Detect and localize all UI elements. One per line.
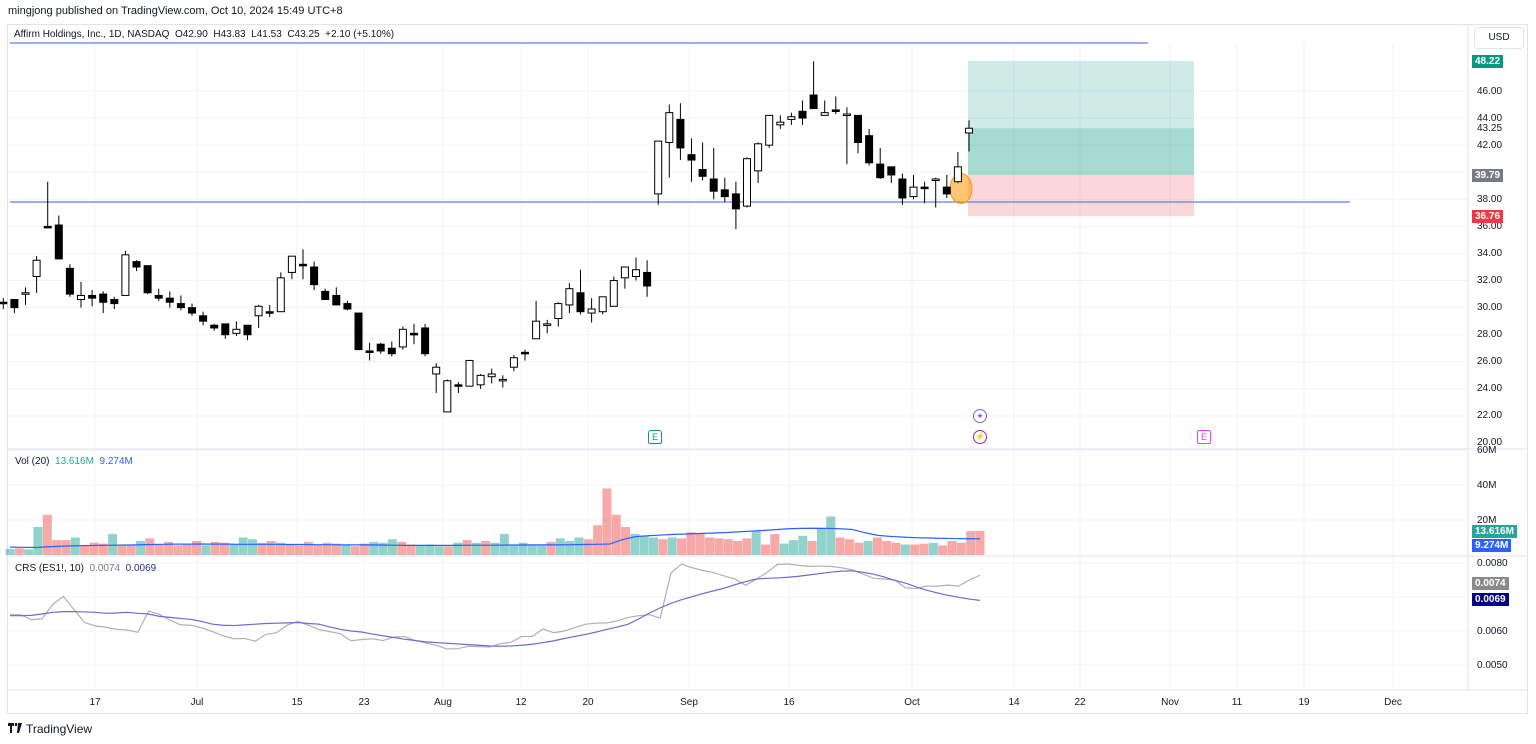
time-tick: 12 [515,697,527,708]
ohlc-open: O42.90 [174,29,208,40]
crs-tick: 0.0080 [1477,558,1508,569]
crs-ma-value: 0.0069 [125,563,157,574]
crs-line [10,563,981,650]
price-tick: 24.00 [1477,383,1503,394]
star-event-icon[interactable]: ✦ [973,409,987,423]
symbol-legend[interactable]: Affirm Holdings, Inc., 1D, NASDAQ O42.90… [14,29,394,40]
time-tick: Aug [434,697,452,708]
time-tick: 17 [89,697,101,708]
symbol-title: Affirm Holdings, Inc., 1D, NASDAQ [14,29,170,40]
volume-tick: 40M [1477,480,1497,491]
last-price-label: 43.25 [1477,123,1503,134]
publish-info: mingjong published on TradingView.com, O… [8,5,343,17]
tradingview-mark-icon [8,722,22,736]
time-tick: 16 [783,697,795,708]
crs-tick: 0.0050 [1477,660,1508,671]
volume-value-tag: 13.616M [1472,525,1517,538]
time-tick: 14 [1008,697,1020,708]
tradingview-brand: TradingView [26,722,93,736]
volume-legend[interactable]: Vol (20) 13.616M 9.274M [15,456,133,467]
volume-tick: 20M [1477,515,1497,526]
volume-ma-line [9,527,981,549]
target-price-tag: 48.22 [1472,55,1504,68]
volume-label: Vol (20) [15,456,50,467]
ohlc-close: C43.25 [287,29,320,40]
crs-legend[interactable]: CRS (ES1!, 10) 0.0074 0.0069 [15,563,156,574]
time-tick: Sep [680,697,698,708]
crs-value-tag: 0.0074 [1472,577,1509,590]
price-tick: 26.00 [1477,356,1503,367]
crs-value: 0.0074 [89,563,121,574]
lightning-event-icon[interactable]: ⚡ [973,430,987,444]
price-tick: 28.00 [1477,329,1503,340]
candlesticks [0,61,973,413]
earnings-icon[interactable]: E [648,430,662,444]
price-tick: 38.00 [1477,194,1503,205]
currency-button[interactable]: USD [1474,27,1524,49]
ohlc-high: H43.83 [213,29,246,40]
crs-ma-tag: 0.0069 [1472,593,1509,606]
time-tick: 15 [291,697,303,708]
volume-tick: 60M [1477,445,1497,456]
long-position-tool[interactable] [968,60,1194,217]
volume-bars [5,488,985,555]
crs-label: CRS (ES1!, 10) [15,563,84,574]
ohlc-low: L41.53 [251,29,282,40]
price-change: +2.10 (+5.10%) [325,29,395,40]
price-tick: 44.00 [1477,113,1503,124]
price-tick: 32.00 [1477,275,1503,286]
crs-tick: 0.0060 [1477,626,1508,637]
time-tick: Jul [190,697,204,708]
volume-ma-value: 9.274M [99,456,133,467]
time-tick: 23 [358,697,370,708]
volume-value: 13.616M [55,456,94,467]
upcoming-earnings-icon[interactable]: E [1197,430,1211,444]
price-tick: 34.00 [1477,248,1503,259]
price-tick: 30.00 [1477,302,1503,313]
price-tick: 46.00 [1477,86,1503,97]
price-tick: 42.00 [1477,140,1503,151]
time-tick: 22 [1074,697,1086,708]
crs-ma-line [10,570,981,647]
time-tick: 20 [582,697,594,708]
tradingview-logo[interactable]: TradingView [8,722,92,736]
time-tick: Oct [904,697,920,708]
time-tick: 19 [1298,697,1310,708]
time-tick: Dec [1384,697,1402,708]
chart-frame [7,24,1528,714]
grid [8,44,1468,690]
price-tick: 36.00 [1477,221,1503,232]
time-tick: 11 [1231,697,1243,708]
stop-price-tag: 36.76 [1472,210,1504,223]
volume-ma-tag: 9.274M [1472,539,1512,552]
price-tick: 20.00 [1477,437,1503,448]
price-tick: 22.00 [1477,410,1503,421]
entry-price-tag: 39.79 [1472,169,1504,182]
time-tick: Nov [1161,697,1179,708]
